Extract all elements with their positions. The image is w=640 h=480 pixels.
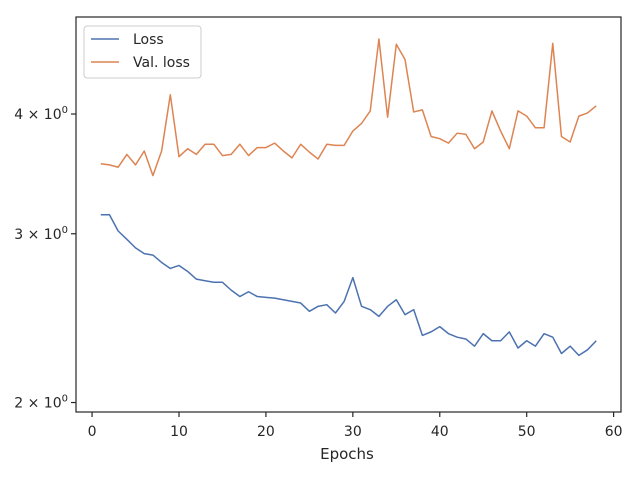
x-tick-label: 0 [88,424,97,440]
plot-lines [100,38,597,357]
x-tick-label: 60 [605,424,623,440]
tick-group: 0 10 20 30 40 50 60 2 × 100 3 × 100 4 × 100 [14,105,622,440]
x-tick-label: 30 [344,424,362,440]
series-line-1 [100,214,597,357]
legend: Loss Val. loss [83,25,202,79]
x-tick-label: 20 [257,424,275,440]
plot-frame [75,16,622,413]
series-line-2 [100,38,597,177]
y-tick-label: 4 × 100 [14,105,68,123]
x-tick-label: 50 [518,424,536,440]
x-tick-label: 10 [170,424,188,440]
axes-frame [75,16,622,413]
x-axis-label: Epochs [320,445,374,463]
legend-label: Loss [133,32,164,48]
x-tick-label: 40 [431,424,449,440]
y-tick-label: 2 × 100 [14,394,68,412]
legend-label: Val. loss [133,55,190,71]
y-tick-label: 3 × 100 [14,225,68,243]
